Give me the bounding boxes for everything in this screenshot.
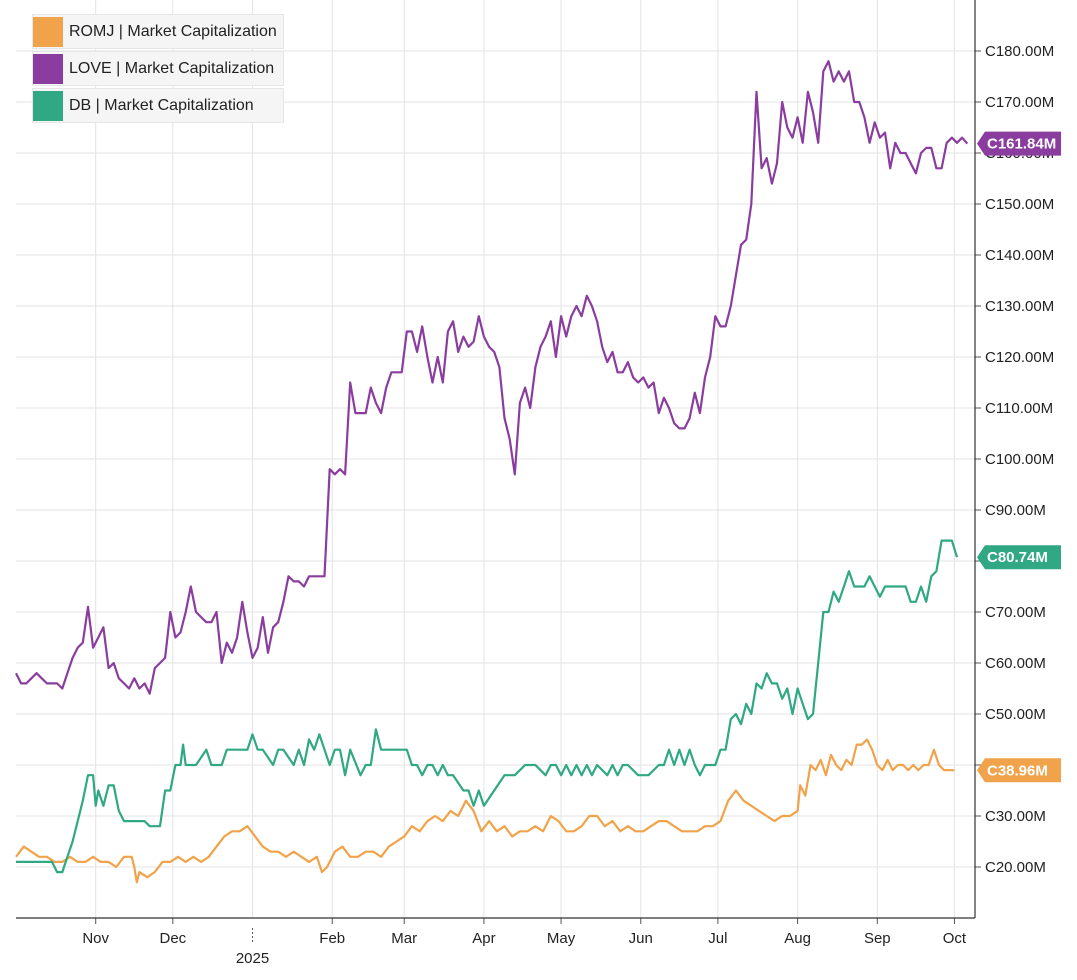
legend-label-love: LOVE | Market Capitalization <box>69 59 275 77</box>
x-tick-label: Feb <box>319 930 345 947</box>
series-line-db <box>16 539 959 874</box>
legend-swatch-db <box>33 90 63 121</box>
y-tick-label: C60.00M <box>985 655 1046 672</box>
legend-swatch-love <box>33 53 63 84</box>
y-tick-label: C130.00M <box>985 298 1054 315</box>
series-line-love <box>15 60 969 695</box>
x-tick-label-year: 2025 <box>236 950 269 967</box>
x-tick-label: May <box>547 930 576 947</box>
legend-label-db: DB | Market Capitalization <box>69 96 254 114</box>
last-value-tag-romj <box>977 758 1061 783</box>
y-tick-label: C140.00M <box>985 247 1054 264</box>
x-tick-label: Oct <box>943 930 967 947</box>
y-tick-label: C20.00M <box>985 859 1046 876</box>
y-tick-label: C110.00M <box>985 400 1053 417</box>
last-value-tag-love <box>977 131 1061 156</box>
y-tick-label: C170.00M <box>985 94 1054 111</box>
x-tick-label: Jun <box>629 930 653 947</box>
last-value-tag-db <box>977 545 1061 570</box>
x-tick-label: Dec <box>159 930 186 947</box>
legend-item-db[interactable]: DB | Market Capitalization <box>32 88 284 123</box>
y-tick-label: C180.00M <box>985 43 1054 60</box>
y-tick-label: C120.00M <box>985 349 1054 366</box>
legend-swatch-romj <box>33 16 63 47</box>
legend-item-love[interactable]: LOVE | Market Capitalization <box>32 51 284 86</box>
last-value-label-db: C80.74M <box>987 549 1048 566</box>
y-tick-label: C70.00M <box>985 604 1046 621</box>
y-tick-label: C150.00M <box>985 196 1054 213</box>
last-value-label-romj: C38.96M <box>987 762 1048 779</box>
x-tick-label: Sep <box>864 930 891 947</box>
y-tick-label: C50.00M <box>985 706 1046 723</box>
x-tick-label: Mar <box>391 930 417 947</box>
y-tick-label: C100.00M <box>985 451 1054 468</box>
x-tick-label: Jul <box>708 930 727 947</box>
x-tick-label: Aug <box>784 930 811 947</box>
legend-label-romj: ROMJ | Market Capitalization <box>69 22 277 40</box>
legend-item-romj[interactable]: ROMJ | Market Capitalization <box>32 14 284 49</box>
series-line-romj <box>15 738 955 884</box>
last-value-label-love: C161.84M <box>987 136 1056 153</box>
x-tick-label: Nov <box>82 930 109 947</box>
legend: ROMJ | Market Capitalization LOVE | Mark… <box>32 14 284 125</box>
y-tick-label: C90.00M <box>985 502 1046 519</box>
x-tick-label: Apr <box>472 930 495 947</box>
y-tick-label: C30.00M <box>985 808 1046 825</box>
